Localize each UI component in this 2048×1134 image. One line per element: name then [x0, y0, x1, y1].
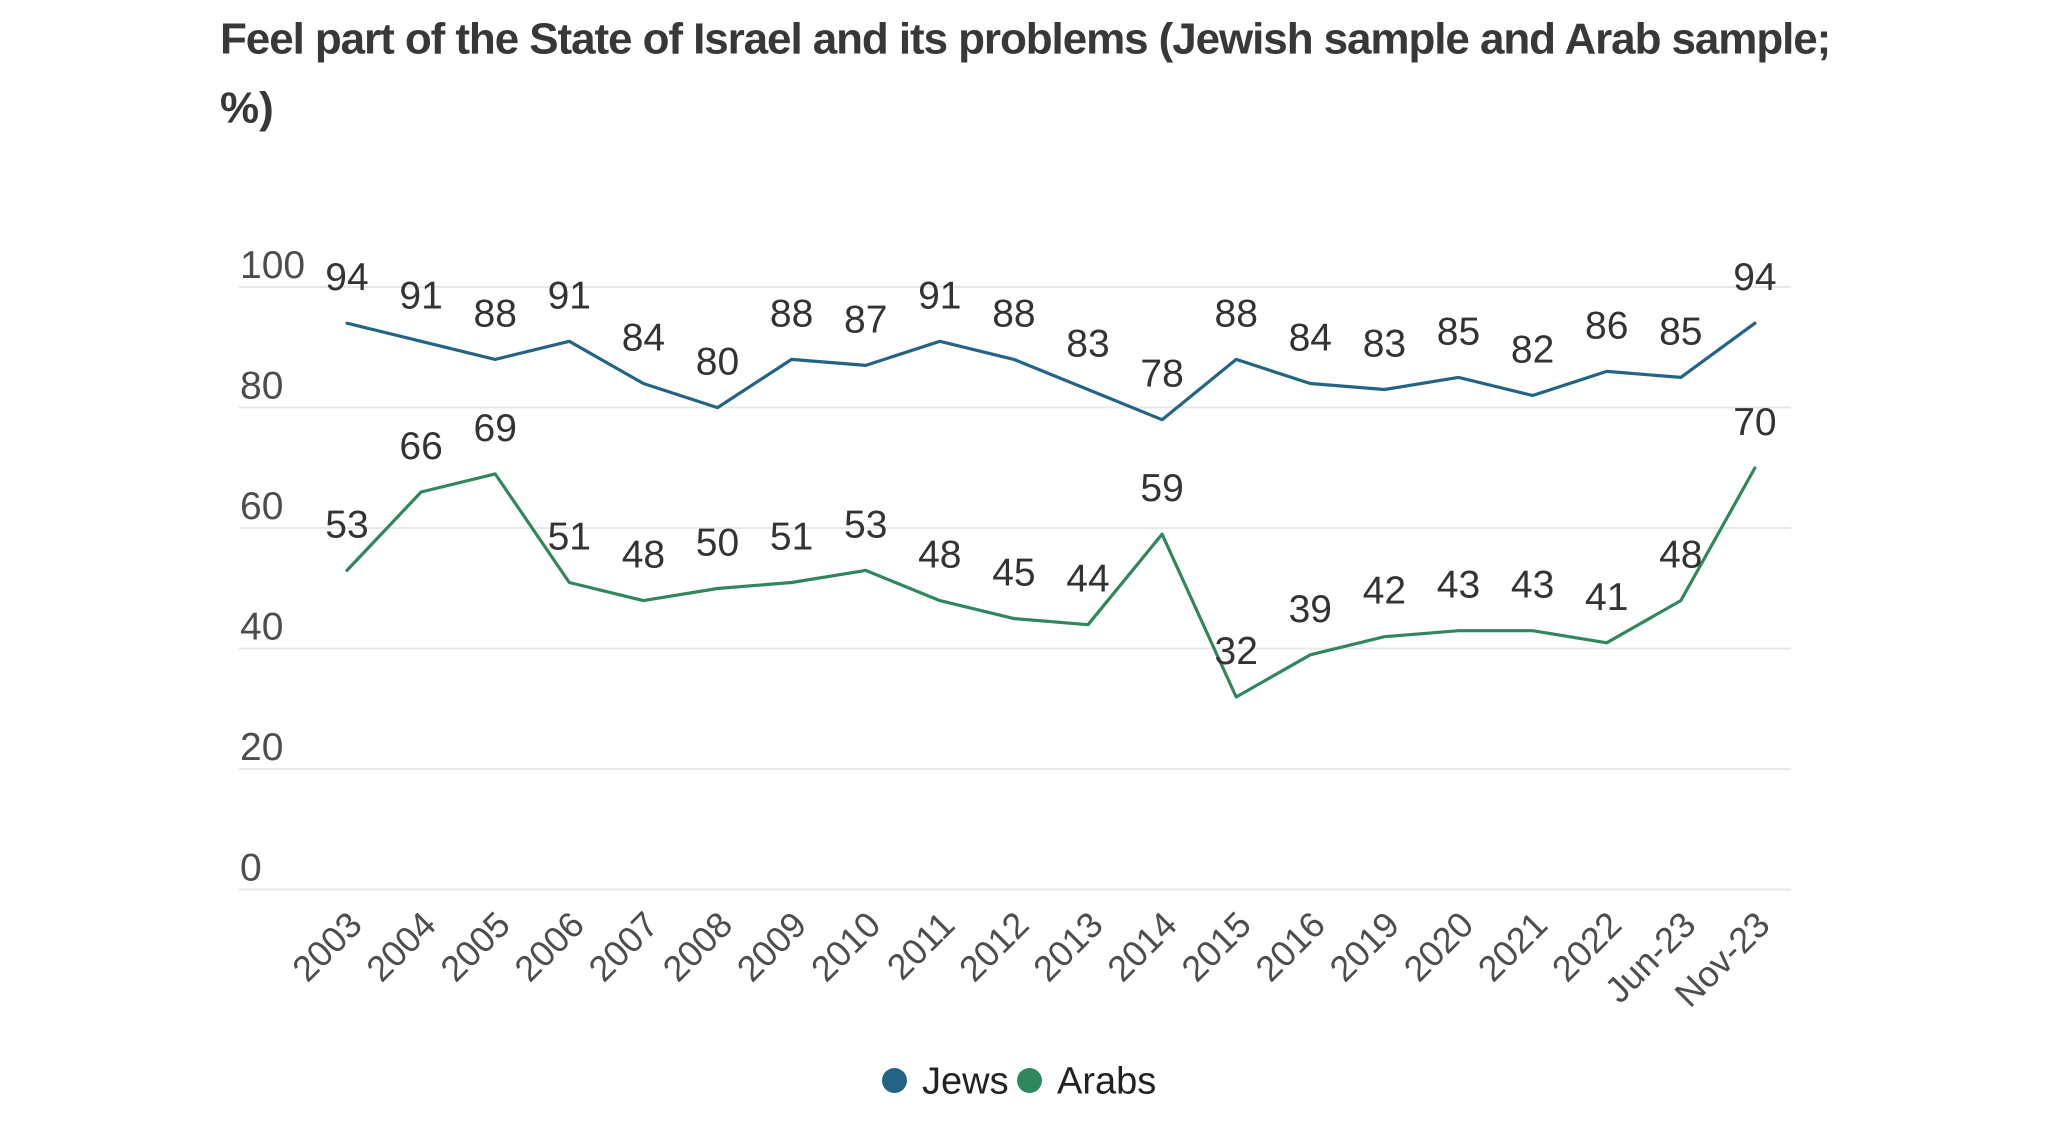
svg-text:50: 50 — [696, 522, 739, 565]
svg-text:84: 84 — [1289, 317, 1332, 360]
svg-text:94: 94 — [1733, 256, 1776, 299]
svg-text:2012: 2012 — [951, 904, 1037, 990]
svg-text:2020: 2020 — [1396, 904, 1482, 990]
svg-text:45: 45 — [992, 552, 1035, 595]
svg-text:84: 84 — [622, 317, 665, 360]
svg-text:2015: 2015 — [1173, 904, 1259, 990]
svg-text:94: 94 — [325, 256, 368, 299]
svg-text:51: 51 — [770, 516, 813, 559]
svg-text:60: 60 — [240, 485, 283, 528]
svg-text:100: 100 — [240, 244, 305, 287]
svg-text:2021: 2021 — [1470, 904, 1556, 990]
svg-text:91: 91 — [399, 274, 442, 317]
svg-text:88: 88 — [474, 292, 517, 335]
svg-text:Feel part of the State of Isra: Feel part of the State of Israel and its… — [220, 15, 1830, 64]
svg-text:2014: 2014 — [1099, 904, 1185, 990]
svg-text:91: 91 — [548, 274, 591, 317]
svg-text:2004: 2004 — [358, 904, 444, 990]
svg-text:43: 43 — [1437, 564, 1480, 607]
svg-text:85: 85 — [1437, 310, 1480, 353]
svg-text:2005: 2005 — [432, 904, 518, 990]
svg-text:69: 69 — [474, 407, 517, 450]
svg-text:32: 32 — [1215, 630, 1258, 673]
svg-text:88: 88 — [770, 292, 813, 335]
svg-text:70: 70 — [1733, 401, 1776, 444]
svg-text:48: 48 — [918, 534, 961, 577]
svg-text:Arabs: Arabs — [1057, 1061, 1156, 1103]
svg-text:2008: 2008 — [655, 904, 741, 990]
svg-text:78: 78 — [1140, 353, 1183, 396]
svg-text:20: 20 — [240, 726, 283, 769]
svg-text:2007: 2007 — [580, 904, 666, 990]
svg-text:80: 80 — [240, 365, 283, 408]
svg-text:2003: 2003 — [284, 904, 370, 990]
svg-text:2019: 2019 — [1321, 904, 1407, 990]
svg-text:43: 43 — [1511, 564, 1554, 607]
svg-text:41: 41 — [1585, 576, 1628, 619]
svg-text:2006: 2006 — [506, 904, 592, 990]
svg-text:51: 51 — [548, 516, 591, 559]
svg-text:0: 0 — [240, 847, 262, 890]
svg-text:42: 42 — [1363, 570, 1406, 613]
svg-text:91: 91 — [918, 274, 961, 317]
svg-text:88: 88 — [1215, 292, 1258, 335]
svg-text:40: 40 — [240, 606, 283, 649]
svg-text:2010: 2010 — [803, 904, 889, 990]
svg-text:53: 53 — [844, 503, 887, 546]
svg-text:2009: 2009 — [729, 904, 815, 990]
svg-text:80: 80 — [696, 341, 739, 384]
svg-text:82: 82 — [1511, 329, 1554, 372]
svg-text:44: 44 — [1066, 558, 1109, 601]
svg-text:%): %) — [220, 84, 274, 133]
svg-text:2011: 2011 — [879, 904, 963, 988]
svg-text:86: 86 — [1585, 304, 1628, 347]
svg-text:88: 88 — [992, 292, 1035, 335]
svg-text:Jews: Jews — [922, 1061, 1009, 1103]
svg-text:39: 39 — [1289, 588, 1332, 631]
svg-text:53: 53 — [325, 503, 368, 546]
svg-text:48: 48 — [622, 534, 665, 577]
svg-text:48: 48 — [1659, 534, 1702, 577]
svg-text:83: 83 — [1066, 323, 1109, 366]
svg-text:2016: 2016 — [1247, 904, 1333, 990]
svg-text:83: 83 — [1363, 323, 1406, 366]
svg-text:59: 59 — [1140, 467, 1183, 510]
svg-text:85: 85 — [1659, 310, 1702, 353]
svg-text:87: 87 — [844, 298, 887, 341]
svg-text:66: 66 — [399, 425, 442, 468]
svg-text:2013: 2013 — [1025, 904, 1111, 990]
